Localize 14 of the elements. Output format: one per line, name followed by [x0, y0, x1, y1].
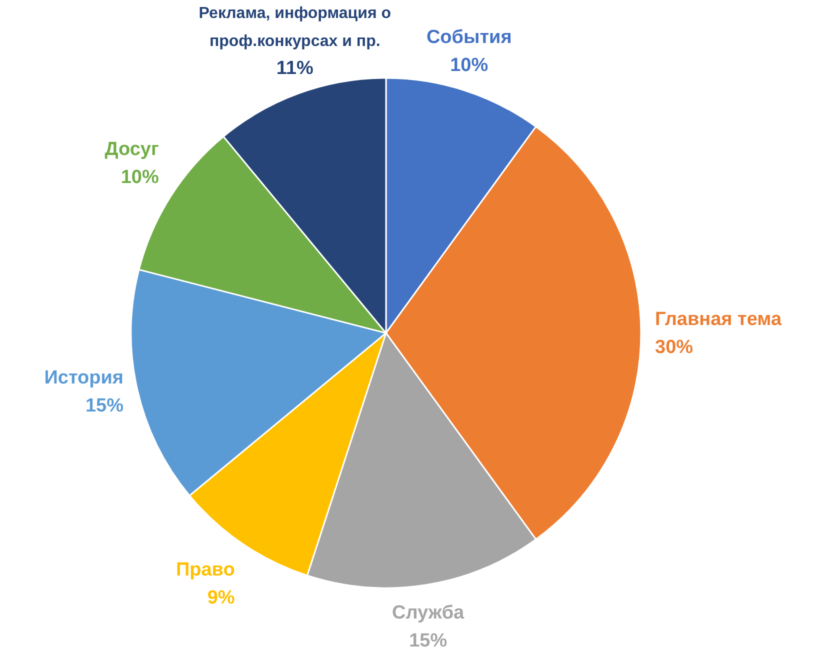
slice-label: События: [426, 27, 512, 48]
slice-label: Право: [176, 559, 235, 580]
slice-label: Досуг: [104, 138, 159, 160]
slice-label: Главная тема: [655, 309, 782, 330]
slice-label: История: [44, 368, 124, 389]
data-label: 15%: [85, 396, 124, 417]
slice-label: Реклама, информация о проф.конкурсах и пр.: [198, 4, 392, 50]
data-label: 15%: [409, 630, 448, 652]
data-label: 10%: [120, 166, 159, 188]
data-label: 9%: [207, 587, 235, 608]
data-label: 11%: [276, 58, 314, 79]
slice-label: Служба: [392, 602, 465, 624]
data-label: 10%: [450, 55, 488, 76]
data-label: 30%: [655, 337, 694, 358]
